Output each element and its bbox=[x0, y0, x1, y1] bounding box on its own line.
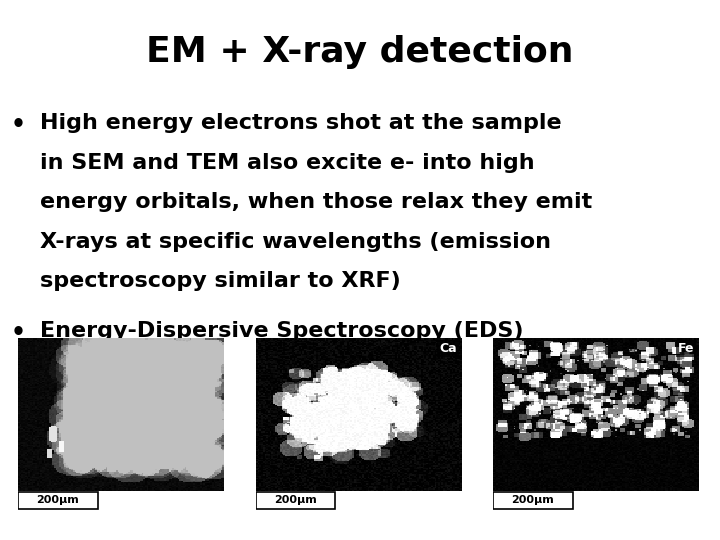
Text: Fe: Fe bbox=[678, 342, 694, 355]
Text: 200μm: 200μm bbox=[37, 495, 79, 504]
Text: •: • bbox=[11, 321, 25, 345]
Text: •: • bbox=[11, 113, 25, 137]
Text: spectroscopy similar to XRF): spectroscopy similar to XRF) bbox=[40, 271, 400, 291]
Text: 200μm: 200μm bbox=[274, 495, 317, 504]
FancyBboxPatch shape bbox=[493, 492, 573, 509]
Text: X-rays at specific wavelengths (emission: X-rays at specific wavelengths (emission bbox=[40, 232, 551, 252]
Text: High energy electrons shot at the sample: High energy electrons shot at the sample bbox=[40, 113, 561, 133]
Text: Energy-Dispersive Spectroscopy (EDS): Energy-Dispersive Spectroscopy (EDS) bbox=[40, 321, 523, 341]
FancyBboxPatch shape bbox=[256, 492, 335, 509]
Text: in SEM and TEM also excite e- into high: in SEM and TEM also excite e- into high bbox=[40, 153, 534, 173]
Text: EM + X-ray detection: EM + X-ray detection bbox=[146, 35, 574, 69]
Text: 200μm: 200μm bbox=[512, 495, 554, 504]
Text: energy orbitals, when those relax they emit: energy orbitals, when those relax they e… bbox=[40, 192, 592, 212]
Text: Ca: Ca bbox=[439, 342, 456, 355]
FancyBboxPatch shape bbox=[18, 492, 97, 509]
